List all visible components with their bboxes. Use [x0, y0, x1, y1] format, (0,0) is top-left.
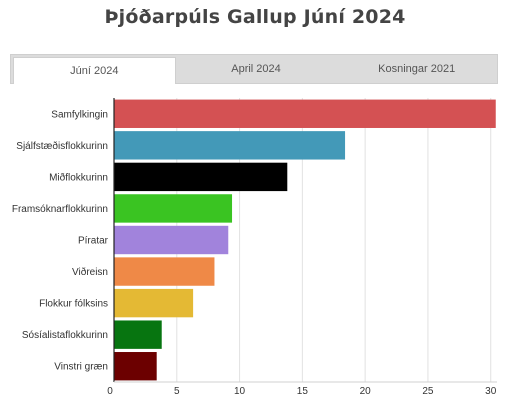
tab-bar: Júní 2024 April 2024 Kosningar 2021	[10, 54, 498, 84]
bar-7	[114, 320, 162, 349]
category-label-1: Sjálfstæðisflokkurinn	[16, 140, 108, 152]
category-label-2: Miðflokkurinn	[49, 171, 108, 183]
x-tick-label-3: 15	[297, 386, 309, 397]
tab-kosningar-2021[interactable]: Kosningar 2021	[378, 63, 456, 75]
bar-5	[114, 257, 215, 286]
bar-2	[114, 162, 288, 192]
category-label-5: Viðreisn	[72, 266, 108, 278]
category-label-7: Sósíalistaflokkurinn	[22, 330, 108, 341]
category-label-3: Framsóknarflokkurinn	[12, 204, 108, 215]
tab-juni-2024[interactable]: Júní 2024	[13, 57, 176, 84]
x-tick-label-4: 20	[360, 386, 372, 397]
bar-0	[114, 99, 496, 128]
x-tick-label-6: 30	[485, 386, 497, 397]
bar-6	[114, 288, 194, 318]
x-tick-label-5: 25	[422, 386, 434, 397]
chart-title: Þjóðarpúls Gallup Júní 2024	[104, 6, 406, 28]
category-label-0: Samfylkingin	[51, 109, 108, 120]
category-label-8: Vinstri græn	[54, 362, 108, 373]
bar-4	[114, 225, 229, 255]
x-tick-label-2: 10	[234, 386, 246, 397]
bar-8	[114, 352, 157, 381]
bar-3	[114, 194, 233, 223]
category-label-6: Flokkur fólksins	[39, 299, 108, 310]
x-tick-label-0: 0	[107, 386, 113, 397]
tab-april-2024[interactable]: April 2024	[231, 63, 281, 75]
bar-1	[114, 131, 346, 160]
x-tick-label-1: 5	[174, 386, 180, 397]
category-label-4: Píratar	[78, 236, 109, 247]
